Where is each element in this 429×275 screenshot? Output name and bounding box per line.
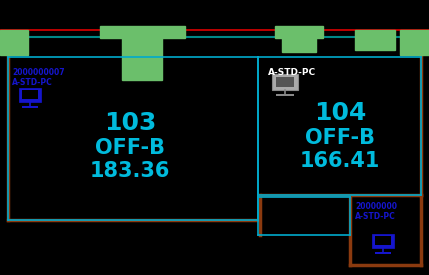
Bar [272,74,298,90]
Bar [400,30,429,55]
Bar [21,90,39,99]
Bar [375,252,391,254]
Text: OFF-B: OFF-B [305,128,375,148]
Text: OFF-B: OFF-B [95,138,165,158]
Text: 166.41: 166.41 [300,151,380,171]
Text: 183.36: 183.36 [90,161,170,181]
Text: A-STD-PC: A-STD-PC [355,212,396,221]
Bar [276,94,294,96]
Bar [22,106,38,108]
Bar [282,38,316,52]
Bar [0,0,429,32]
Text: 20000000: 20000000 [355,202,397,211]
Text: 2000000007: 2000000007 [12,68,65,77]
Bar [275,77,294,87]
Text: A-STD-PC: A-STD-PC [12,78,53,87]
Bar [355,30,395,50]
Bar [100,26,185,38]
Bar [375,236,391,245]
Bar [19,88,41,102]
Text: 103: 103 [104,111,156,135]
Bar [122,38,162,80]
Bar [372,233,394,248]
Bar [0,30,28,55]
Text: 104: 104 [314,101,366,125]
Text: A-STD-PC: A-STD-PC [268,68,316,77]
Bar [275,26,323,38]
